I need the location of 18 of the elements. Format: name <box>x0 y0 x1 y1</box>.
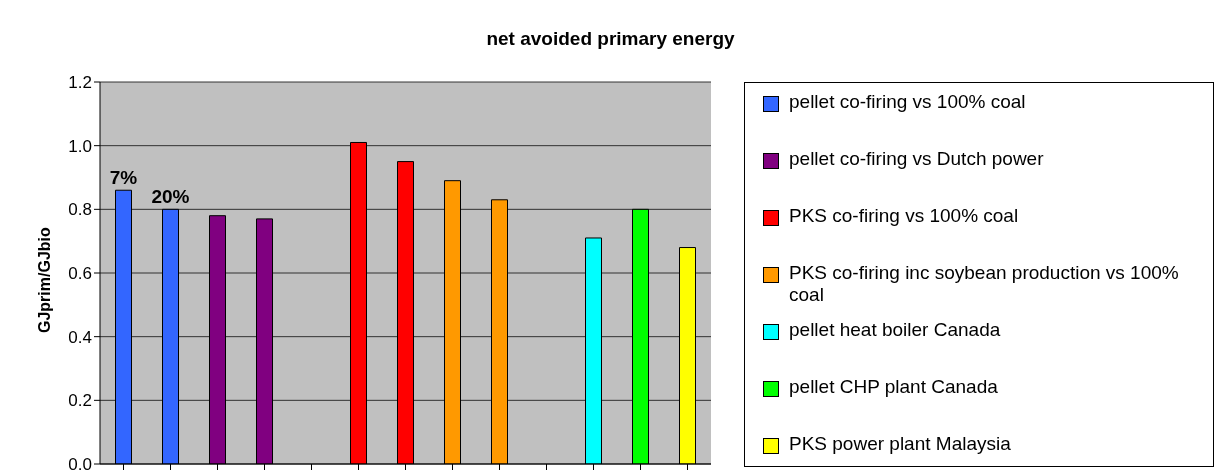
legend-label: pellet co-firing vs 100% coal <box>789 91 1027 113</box>
legend-label: PKS power plant Malaysia <box>789 433 1012 455</box>
legend-label: PKS co-firing inc soybean production vs 100% coal <box>789 262 1180 306</box>
y-axis-title: GJprim/GJbio <box>35 226 53 333</box>
legend-label: pellet heat boiler Canada <box>789 319 1002 341</box>
y-tick-label: 0.0 <box>68 455 92 472</box>
y-tick-label: 1.2 <box>68 73 92 93</box>
y-tick-label: 0.6 <box>68 264 92 284</box>
chart-title: net avoided primary energy <box>485 28 736 50</box>
y-tick-label: 0.4 <box>68 327 92 347</box>
y-tick-label: 1.0 <box>68 136 92 156</box>
y-tick-label: 0.8 <box>68 200 92 220</box>
y-tick-label: 0.2 <box>68 391 92 411</box>
legend-label: pellet co-firing vs Dutch power <box>789 148 1045 170</box>
annotation: 7% <box>109 167 138 189</box>
legend-label: pellet CHP plant Canada <box>789 376 999 398</box>
annotation: 20% <box>151 186 190 208</box>
legend-label: PKS co-firing vs 100% coal <box>789 205 1020 227</box>
